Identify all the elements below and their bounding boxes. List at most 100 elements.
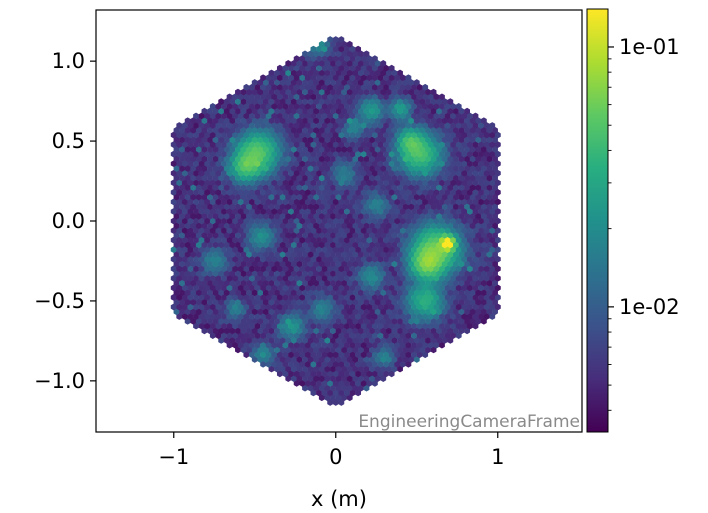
- camera-pixel: [201, 107, 208, 115]
- camera-pixel: [249, 227, 255, 234]
- camera-pixel: [260, 284, 267, 292]
- camera-pixel: [466, 246, 473, 254]
- camera-pixel: [380, 356, 387, 363]
- camera-pixel: [397, 241, 403, 249]
- camera-pixel: [419, 327, 426, 335]
- camera-pixel: [458, 212, 465, 220]
- camera-pixel: [450, 274, 457, 282]
- camera-pixel: [346, 155, 353, 163]
- camera-pixel: [374, 337, 381, 344]
- camera-pixel: [447, 222, 454, 230]
- camera-pixel: [296, 279, 303, 287]
- camera-pixel: [321, 284, 328, 292]
- camera-pixel: [237, 103, 244, 110]
- camera-pixel: [316, 83, 322, 91]
- camera-pixel: [187, 265, 194, 273]
- camera-pixel: [302, 222, 308, 230]
- camera-pixel: [181, 313, 188, 320]
- camera-pixel: [369, 251, 375, 258]
- camera-pixel: [486, 155, 493, 163]
- camera-pixel: [385, 88, 392, 96]
- camera-pixel: [444, 188, 451, 196]
- camera-pixel: [318, 155, 325, 163]
- camera-pixel: [338, 399, 345, 406]
- camera-pixel: [346, 270, 353, 277]
- camera-pixel: [290, 60, 297, 67]
- camera-pixel: [341, 50, 348, 58]
- camera-pixel: [251, 317, 258, 325]
- camera-pixel: [450, 294, 457, 301]
- camera-pixel: [408, 165, 415, 172]
- camera-pixel: [276, 74, 283, 82]
- camera-pixel: [383, 112, 389, 120]
- camera-pixel: [316, 179, 322, 187]
- camera-pixel: [416, 169, 423, 177]
- camera-pixel: [282, 360, 289, 368]
- camera-pixel: [374, 79, 381, 86]
- camera-pixel: [380, 136, 387, 144]
- camera-pixel: [299, 274, 306, 282]
- camera-pixel: [341, 298, 348, 306]
- camera-pixel: [411, 351, 417, 359]
- camera-pixel: [198, 198, 205, 206]
- camera-pixel: [363, 50, 370, 58]
- camera-pixel: [198, 313, 205, 320]
- camera-pixel: [422, 83, 429, 91]
- camera-pixel: [212, 155, 219, 163]
- camera-pixel: [307, 174, 314, 182]
- camera-pixel: [388, 160, 395, 168]
- camera-pixel: [377, 188, 384, 196]
- camera-pixel: [251, 270, 258, 277]
- camera-pixel: [198, 255, 205, 263]
- camera-pixel: [394, 265, 401, 273]
- camera-pixel: [394, 274, 401, 282]
- camera-pixel: [307, 231, 314, 239]
- camera-pixel: [461, 284, 468, 292]
- camera-pixel: [304, 93, 311, 101]
- camera-pixel: [374, 375, 381, 382]
- camera-pixel: [383, 227, 389, 234]
- camera-pixel: [184, 174, 191, 182]
- camera-pixel: [271, 169, 278, 177]
- camera-pixel: [436, 279, 443, 287]
- camera-pixel: [232, 294, 239, 301]
- camera-pixel: [366, 64, 373, 72]
- camera-pixel: [358, 126, 364, 134]
- camera-pixel: [221, 322, 227, 330]
- camera-pixel: [455, 150, 462, 158]
- camera-pixel: [461, 303, 468, 311]
- camera-pixel: [176, 227, 183, 234]
- camera-pixel: [285, 327, 292, 335]
- camera-pixel: [299, 380, 306, 387]
- camera-pixel: [374, 60, 381, 67]
- camera-pixel: [385, 365, 392, 373]
- camera-pixel: [257, 251, 264, 258]
- camera-pixel: [327, 351, 334, 359]
- camera-pixel: [346, 203, 353, 211]
- camera-pixel: [358, 107, 364, 115]
- camera-pixel: [207, 174, 213, 182]
- camera-pixel: [215, 198, 222, 206]
- camera-pixel: [391, 308, 398, 316]
- camera-pixel: [408, 356, 415, 363]
- camera-pixel: [274, 337, 280, 344]
- camera-pixel: [274, 69, 280, 77]
- camera-pixel: [483, 141, 490, 148]
- camera-pixel: [425, 231, 431, 239]
- camera-pixel: [349, 103, 356, 110]
- camera-pixel: [257, 317, 264, 325]
- camera-pixel: [268, 346, 275, 354]
- camera-pixel: [360, 332, 367, 339]
- camera-pixel: [380, 98, 387, 105]
- camera-pixel: [344, 313, 350, 320]
- camera-pixel: [466, 255, 473, 263]
- camera-pixel: [265, 169, 272, 177]
- camera-pixel: [170, 131, 177, 139]
- camera-pixel: [282, 64, 289, 72]
- camera-pixel: [391, 203, 398, 211]
- camera-pixel: [193, 169, 199, 177]
- camera-pixel: [483, 169, 490, 177]
- camera-pixel: [369, 260, 375, 268]
- camera-pixel: [260, 74, 267, 82]
- camera-pixel: [330, 107, 336, 115]
